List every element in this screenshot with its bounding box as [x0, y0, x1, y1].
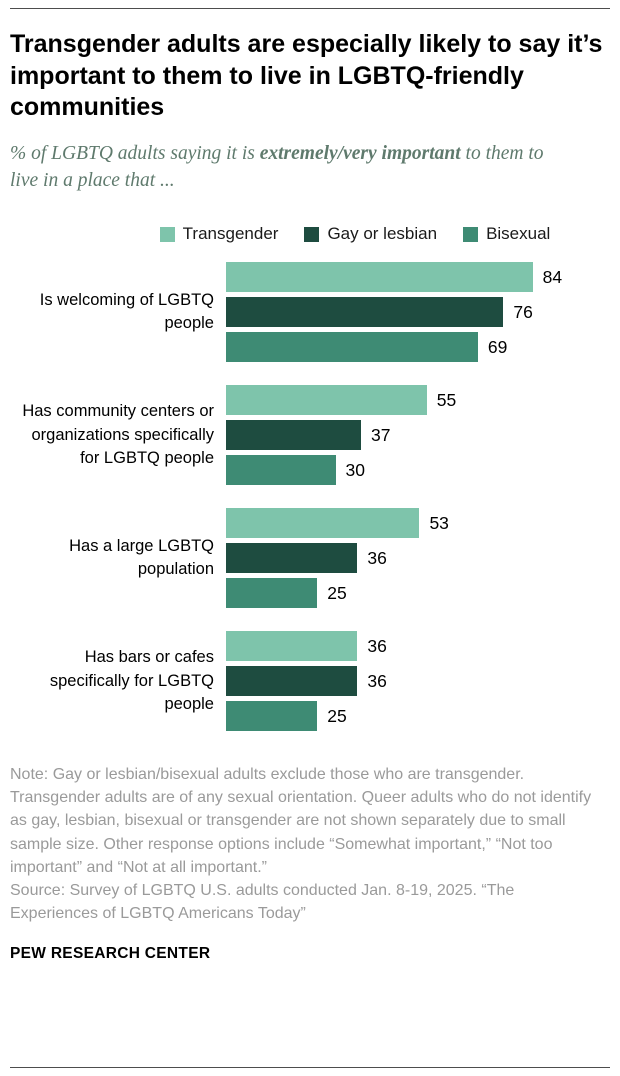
bar-gay-or-lesbian: [226, 666, 358, 697]
bar-bisexual: [226, 332, 478, 363]
bar-bisexual: [226, 578, 318, 609]
value-label: 37: [371, 424, 391, 445]
bar-row: 25: [226, 701, 387, 732]
bar-group: Is welcoming of LGBTQ people 84 76 69: [10, 262, 610, 363]
value-label: 30: [345, 459, 365, 480]
bar-row: 84: [226, 262, 563, 293]
category-label: Has community centers or organizations s…: [22, 402, 214, 467]
bar-group-bars: 84 76 69: [226, 262, 563, 363]
legend-label-bisexual: Bisexual: [486, 224, 551, 244]
legend-swatch-gay-or-lesbian: [304, 226, 320, 242]
legend: Transgender Gay or lesbian Bisexual: [10, 224, 610, 244]
note-text: Note: Gay or lesbian/bisexual adults exc…: [10, 766, 592, 876]
bar-gay-or-lesbian: [226, 420, 362, 451]
bar-gay-or-lesbian: [226, 297, 504, 328]
subtitle-suffix: to them to live in a place that ...: [10, 142, 544, 191]
bottom-divider: [10, 1067, 610, 1068]
legend-item-gay-or-lesbian: Gay or lesbian: [304, 224, 437, 244]
bar-transgender: [226, 262, 533, 293]
value-label: 36: [367, 547, 387, 568]
bar-gay-or-lesbian: [226, 543, 358, 574]
bar-transgender: [226, 631, 358, 662]
value-label: 84: [542, 266, 563, 287]
subtitle-bold: extremely/very important: [259, 142, 461, 164]
bar-row: 55: [226, 385, 457, 416]
bar-chart: Is welcoming of LGBTQ people 84 76 69 Has co…: [10, 262, 610, 732]
legend-label-gay-or-lesbian: Gay or lesbian: [327, 224, 438, 244]
legend-label-transgender: Transgender: [182, 224, 279, 244]
bar-group-bars: 36 36 25: [226, 631, 387, 732]
legend-item-bisexual: Bisexual: [463, 224, 550, 244]
legend-swatch-bisexual: [463, 226, 479, 242]
legend-item-transgender: Transgender: [159, 224, 279, 244]
bar-row: 37: [226, 420, 456, 451]
bar-row: 69: [226, 332, 562, 363]
bar-group-bars: 55 37 30: [226, 385, 457, 486]
bar-group: Has a large LGBTQ population 53 36 25: [10, 508, 610, 609]
bar-row: 25: [226, 578, 449, 609]
bar-row: 36: [226, 543, 449, 574]
source-text: Source: Survey of LGBTQ U.S. adults cond…: [10, 882, 515, 923]
bar-bisexual: [226, 701, 318, 732]
notes-block: Note: Gay or lesbian/bisexual adults exc…: [10, 763, 606, 925]
value-label: 76: [513, 301, 533, 322]
category-label: Is welcoming of LGBTQ people: [39, 291, 214, 333]
top-divider: [10, 8, 610, 9]
bar-transgender: [226, 385, 427, 416]
bar-group: Has bars or cafes specifically for LGBTQ…: [10, 631, 610, 732]
bar-row: 30: [226, 455, 456, 486]
value-label: 36: [367, 635, 387, 656]
legend-swatch-transgender: [159, 226, 175, 242]
bar-row: 76: [226, 297, 562, 328]
bar-group-bars: 53 36 25: [226, 508, 449, 609]
value-label: 25: [327, 705, 347, 726]
value-label: 55: [436, 389, 457, 410]
subtitle-prefix: % of LGBTQ adults saying it is: [10, 142, 260, 164]
pew-research-center-wordmark: PEW RESEARCH CENTER: [10, 945, 211, 963]
value-label: 53: [429, 512, 449, 533]
value-label: 36: [367, 670, 387, 691]
category-label: Has a large LGBTQ population: [69, 537, 214, 579]
category-label: Has bars or cafes specifically for LGBTQ…: [49, 648, 214, 713]
value-label: 69: [487, 336, 508, 357]
chart-subtitle: % of LGBTQ adults saying it is extremely…: [10, 140, 570, 195]
bar-group: Has community centers or organizations s…: [10, 385, 610, 486]
bar-bisexual: [226, 455, 336, 486]
value-label: 25: [327, 582, 347, 603]
bar-row: 53: [226, 508, 449, 539]
chart-title: Transgender adults are especially likely…: [10, 30, 603, 121]
bar-row: 36: [226, 666, 387, 697]
bar-row: 36: [226, 631, 387, 662]
bar-transgender: [226, 508, 420, 539]
